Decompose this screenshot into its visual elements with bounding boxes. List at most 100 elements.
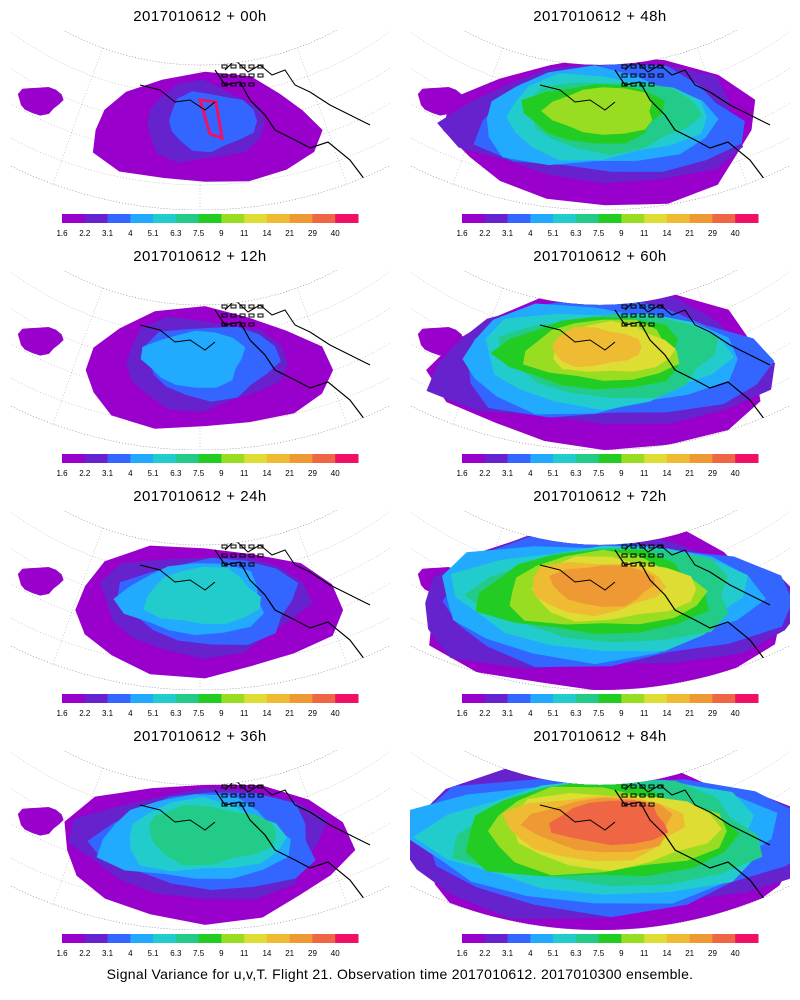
island-outline	[221, 562, 228, 567]
color-legend: 1.6 2.2 3.1 4 5.1 6.3 7.5 9 11 14 21 29 40	[56, 214, 359, 238]
legend-tick-label: 29	[708, 229, 717, 238]
legend-swatch	[335, 454, 359, 463]
field-region	[143, 566, 261, 624]
island-outline	[621, 553, 628, 558]
legend-tick-label: 6.3	[170, 469, 182, 478]
legend-tick-label: 21	[285, 469, 294, 478]
legend-tick-label: 5.1	[548, 709, 560, 718]
legend-tick-label: 9	[619, 949, 624, 958]
legend-tick-label: 21	[685, 709, 694, 718]
legend-swatch	[462, 694, 486, 703]
map-panel-24h: 2017010612 + 24h 1.6 2.2 3.1 4 5.1 6.3 7.5 9 11 1…	[10, 480, 390, 725]
map-sector	[10, 270, 390, 450]
legend-swatch	[735, 694, 759, 703]
legend-swatch	[712, 694, 736, 703]
island-outline	[221, 304, 228, 309]
legend-swatch	[84, 934, 109, 943]
legend-swatch	[198, 694, 222, 703]
coastline	[139, 564, 216, 591]
field-region	[417, 87, 464, 116]
legend-tick-label: 3.1	[102, 229, 114, 238]
legend-tick-label: 7.5	[193, 949, 205, 958]
legend-swatch	[530, 214, 554, 223]
legend-swatch	[130, 694, 154, 703]
island-outline	[657, 73, 664, 78]
island-outline	[657, 553, 664, 558]
legend-swatch	[621, 214, 645, 223]
legend-tick-label: 11	[240, 229, 249, 238]
island-outline	[639, 802, 646, 807]
legend-swatch	[266, 934, 291, 943]
legend-tick-label: 4	[128, 229, 133, 238]
graticule-line	[52, 47, 103, 185]
legend-swatch	[484, 214, 509, 223]
legend-tick-label: 6.3	[570, 229, 582, 238]
legend-tick-label: 6.3	[170, 229, 182, 238]
island-outline	[257, 553, 264, 558]
legend-tick-label: 5.1	[148, 709, 160, 718]
legend-tick-label: 5.1	[148, 229, 160, 238]
island-outline	[621, 313, 628, 318]
island-outline	[621, 82, 628, 87]
legend-tick-label: 7.5	[593, 229, 605, 238]
map-panel-84h: 2017010612 + 84h 1.6 2.2 3.1 4 5.1 6.3 7.5 9 11 1…	[410, 720, 790, 965]
legend-swatch	[598, 454, 622, 463]
island-outline	[630, 64, 637, 69]
island-outline	[257, 313, 264, 318]
island-outline	[621, 793, 628, 798]
legend-swatch	[530, 694, 554, 703]
island-outline	[239, 322, 246, 327]
coastline	[539, 804, 616, 831]
legend-swatch	[221, 694, 245, 703]
coastline	[139, 324, 216, 351]
legend-tick-label: 9	[219, 949, 224, 958]
legend-swatch	[484, 934, 509, 943]
legend-swatch	[153, 934, 177, 943]
legend-tick-label: 3.1	[502, 229, 514, 238]
island-outline	[621, 544, 628, 549]
legend-tick-label: 1.6	[56, 229, 68, 238]
field-region	[149, 812, 247, 859]
legend-tick-label: 40	[731, 709, 740, 718]
island-outline	[657, 304, 664, 309]
legend-tick-label: 7.5	[593, 469, 605, 478]
legend-swatch	[553, 694, 577, 703]
island-outline	[248, 73, 255, 78]
legend-swatch	[666, 214, 691, 223]
island-outline	[239, 73, 246, 78]
island-outline	[639, 544, 646, 549]
legend-swatch	[335, 214, 359, 223]
legend-swatch	[553, 454, 577, 463]
legend-swatch	[289, 934, 313, 943]
variance-field	[10, 750, 390, 930]
island-outline	[230, 82, 237, 87]
graticule-line	[297, 47, 348, 185]
legend-tick-label: 1.6	[456, 469, 468, 478]
coastline	[539, 564, 616, 591]
legend-swatch	[221, 214, 245, 223]
island-outline	[221, 64, 228, 69]
legend-swatch	[335, 694, 359, 703]
legend-tick-label: 7.5	[193, 709, 205, 718]
legend-swatch	[712, 214, 736, 223]
field-region	[140, 330, 246, 388]
legend-tick-label: 4	[528, 709, 533, 718]
legend-tick-label: 40	[331, 229, 340, 238]
color-legend: 1.6 2.2 3.1 4 5.1 6.3 7.5 9 11 14 21 29 40	[456, 934, 759, 958]
island-outline	[239, 544, 246, 549]
legend-swatch	[266, 694, 291, 703]
island-outline	[221, 544, 228, 549]
island-outline	[639, 322, 646, 327]
legend-tick-label: 1.6	[456, 709, 468, 718]
island-outline	[639, 793, 646, 798]
legend-swatch	[621, 694, 645, 703]
legend-swatch	[84, 454, 109, 463]
island-outline	[639, 82, 646, 87]
legend-tick-label: 29	[708, 709, 717, 718]
legend-swatch	[575, 934, 600, 943]
legend-tick-label: 1.6	[56, 469, 68, 478]
map-sector	[10, 750, 390, 930]
legend-swatch	[130, 934, 154, 943]
legend-tick-label: 4	[528, 949, 533, 958]
legend-tick-label: 5.1	[548, 229, 560, 238]
